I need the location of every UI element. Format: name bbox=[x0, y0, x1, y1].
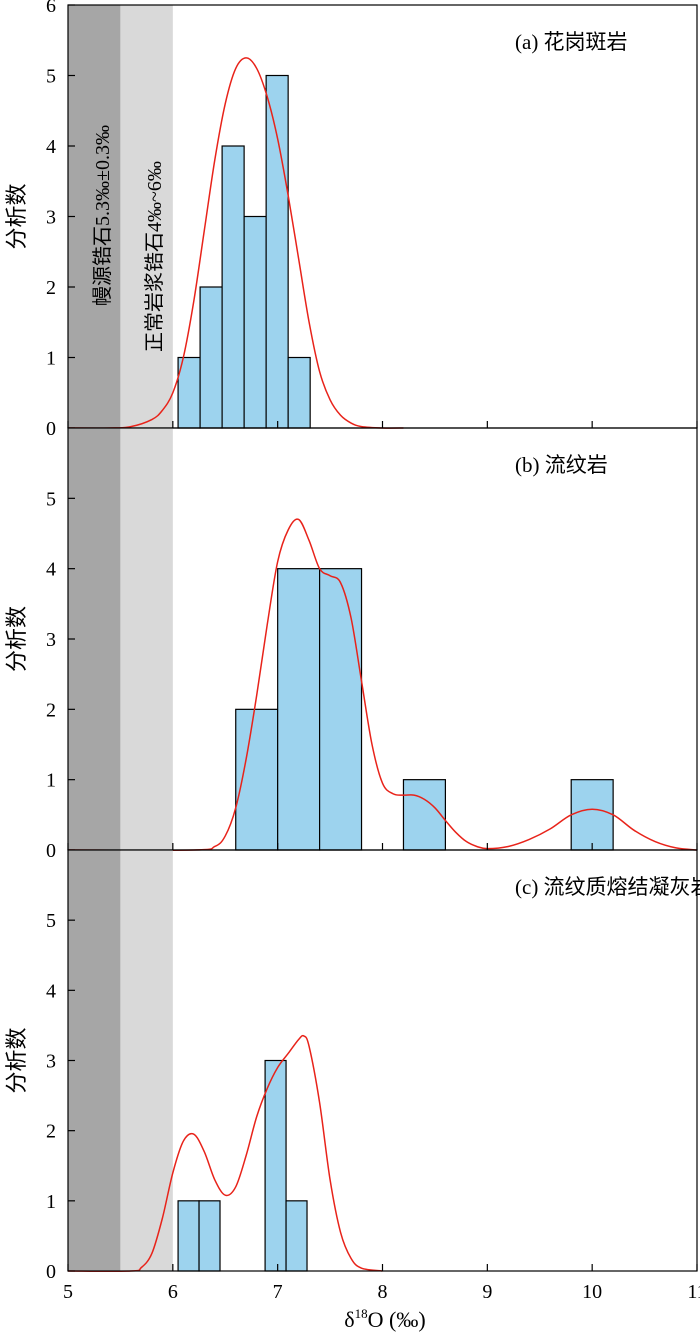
x-tick-label: 5 bbox=[63, 1281, 73, 1303]
y-tick-label: 2 bbox=[46, 1121, 56, 1143]
x-axis-title-sup: 18 bbox=[355, 1306, 368, 1321]
kde-curve bbox=[67, 518, 698, 852]
histogram-bar bbox=[177, 1200, 200, 1272]
y-tick-label: 0 bbox=[46, 840, 56, 862]
histogram-bar bbox=[319, 568, 363, 851]
panel-label: (c) 流纹质熔结凝灰岩 bbox=[515, 875, 700, 899]
mantle-band bbox=[68, 428, 121, 850]
y-tick-label: 5 bbox=[46, 488, 56, 510]
panel-2: 0 1 2 3 4 5 分析数 (b) 流纹岩 bbox=[4, 427, 698, 862]
y-tick-label: 4 bbox=[46, 559, 56, 581]
normal-magma-band bbox=[120, 850, 173, 1271]
y-tick-label: 6 bbox=[46, 0, 56, 17]
histogram-bar bbox=[198, 1200, 221, 1272]
panel-label: (a) 花岗斑岩 bbox=[515, 30, 628, 54]
panel-3: 0 1 2 3 4 5 分析数 (c) 流纹质熔结凝灰岩 bbox=[4, 849, 700, 1283]
x-tick-label: 8 bbox=[378, 1281, 388, 1303]
normal-magma-band bbox=[120, 428, 173, 850]
histogram-bar bbox=[277, 568, 321, 851]
x-tick-label: 7 bbox=[273, 1281, 283, 1303]
y-tick-label: 3 bbox=[46, 1051, 56, 1073]
y-tick-label: 1 bbox=[46, 348, 56, 370]
x-axis-title: δ18O (‰) bbox=[344, 1306, 425, 1332]
y-tick-label: 4 bbox=[46, 980, 56, 1002]
histogram-bar bbox=[570, 779, 614, 851]
histogram-bar bbox=[264, 1059, 287, 1272]
histogram-bar bbox=[402, 779, 447, 851]
y-axis-title: 分析数 bbox=[4, 1027, 29, 1093]
histogram-bar bbox=[265, 74, 289, 429]
histogram-bar bbox=[287, 356, 311, 429]
mantle-band bbox=[68, 850, 121, 1271]
y-tick-label: 1 bbox=[46, 770, 56, 792]
x-tick-label: 10 bbox=[582, 1281, 602, 1303]
kde-curve bbox=[67, 1034, 383, 1273]
y-tick-label: 0 bbox=[46, 1261, 56, 1283]
mantle-band-label: 幔源锆石5.3‰±0.3‰ bbox=[91, 125, 114, 306]
x-tick-label: 9 bbox=[482, 1281, 492, 1303]
histogram-bar bbox=[221, 145, 245, 429]
panel-label: (b) 流纹岩 bbox=[515, 453, 608, 477]
mantle-band bbox=[68, 5, 121, 428]
histogram-bar bbox=[285, 1200, 308, 1272]
x-tick-label: 6 bbox=[168, 1281, 178, 1303]
histogram-bar bbox=[199, 286, 223, 429]
x-tick-label: 11 bbox=[687, 1281, 700, 1303]
y-tick-label: 1 bbox=[46, 1191, 56, 1213]
y-axis-title: 分析数 bbox=[4, 606, 29, 672]
y-tick-label: 3 bbox=[46, 629, 56, 651]
y-tick-label: 2 bbox=[46, 277, 56, 299]
panel-1: 0 1 2 3 4 5 6 分析数 (a) 花岗斑岩 bbox=[4, 0, 698, 440]
normal-magma-band bbox=[120, 5, 173, 428]
y-tick-label: 3 bbox=[46, 207, 56, 229]
histogram-bar bbox=[243, 215, 267, 429]
normal-magma-band-label: 正常岩浆锆石4‰~6‰ bbox=[143, 161, 166, 352]
y-tick-label: 0 bbox=[46, 418, 56, 440]
y-tick-label: 2 bbox=[46, 699, 56, 721]
kde-curve bbox=[67, 57, 404, 429]
y-tick-label: 4 bbox=[46, 136, 56, 158]
y-tick-label: 5 bbox=[46, 910, 56, 932]
y-tick-label: 5 bbox=[46, 66, 56, 88]
y-axis-title: 分析数 bbox=[4, 183, 29, 249]
